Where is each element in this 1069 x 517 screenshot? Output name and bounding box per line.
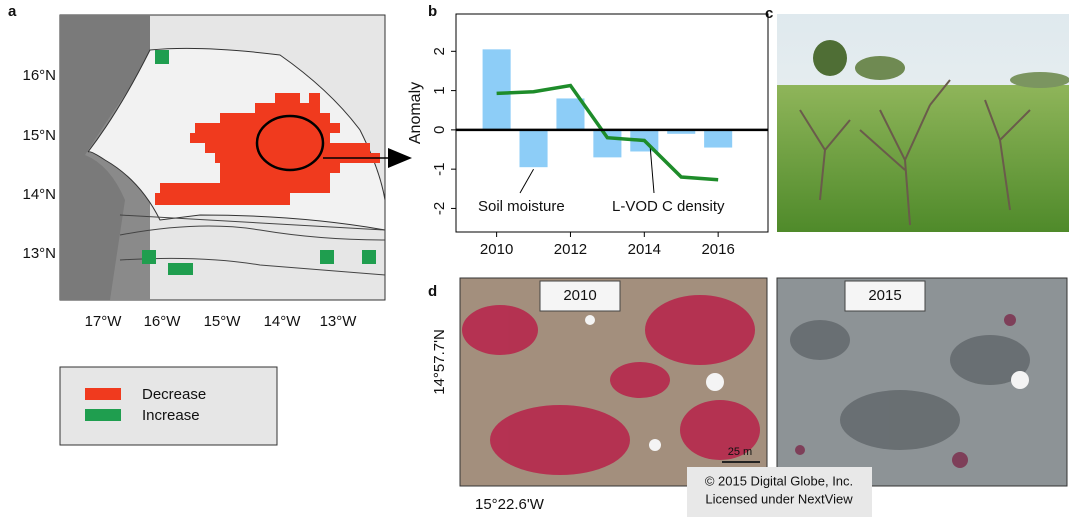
leader-line (519, 168, 534, 194)
y-tick-label: 1 (431, 86, 448, 94)
x-tick-label: 2010 (480, 241, 513, 258)
panel-label: c (765, 5, 773, 22)
credit: Licensed under NextView (705, 491, 853, 506)
lon-label: 13°W (320, 313, 358, 330)
lon-label: 15°W (204, 313, 242, 330)
y-tick-label: 0 (431, 126, 448, 134)
legend-label: Increase (142, 407, 200, 424)
panel-label: d (428, 283, 437, 300)
series-label: L-VOD C density (612, 198, 725, 215)
y-tick-label: 2 (431, 47, 448, 55)
lat-label: 13°N (22, 245, 56, 262)
legend: Decrease Increase (59, 366, 278, 446)
lon-label: 14°W (264, 313, 302, 330)
lat-label: 14°N (22, 186, 56, 203)
y-tick-label: -1 (431, 162, 448, 175)
panel-label: b (428, 3, 437, 20)
bar (667, 129, 696, 134)
lon-label: 17°W (85, 313, 123, 330)
lat-label: 15°N (22, 127, 56, 144)
bar (704, 129, 733, 148)
lat-coordinate: 14°57.7'N (431, 329, 448, 395)
bar (519, 129, 548, 168)
panel-label: a (8, 3, 17, 20)
chart: -2 -1 0 1 2 2010 2012 2014 2016 Anomaly Soil moist… (407, 13, 769, 258)
x-tick-label: 2016 (701, 241, 734, 258)
series-label: Soil moisture (478, 198, 565, 215)
y-tick-label: -2 (431, 202, 448, 215)
map (59, 14, 412, 301)
lat-label: 16°N (22, 67, 56, 84)
bar (482, 49, 511, 130)
lon-label: 16°W (144, 313, 182, 330)
leader-line (649, 148, 655, 194)
x-tick-label: 2012 (554, 241, 587, 258)
image-year: 2015 (868, 287, 901, 304)
plot-area (455, 13, 769, 233)
scale-label: 25 m (728, 446, 752, 458)
bar (556, 98, 585, 130)
image-year: 2010 (563, 287, 596, 304)
legend-label: Decrease (142, 386, 206, 403)
line (496, 83, 719, 182)
photo (777, 14, 1069, 232)
credit: © 2015 Digital Globe, Inc. (705, 473, 853, 488)
bar (593, 129, 622, 158)
legend-swatch (85, 388, 121, 400)
legend-swatch (85, 409, 121, 421)
y-axis-title: Anomaly (407, 82, 424, 144)
satellite-image (459, 277, 1068, 517)
lon-coordinate: 15°22.6'W (475, 496, 545, 513)
x-tick-label: 2014 (628, 241, 661, 258)
